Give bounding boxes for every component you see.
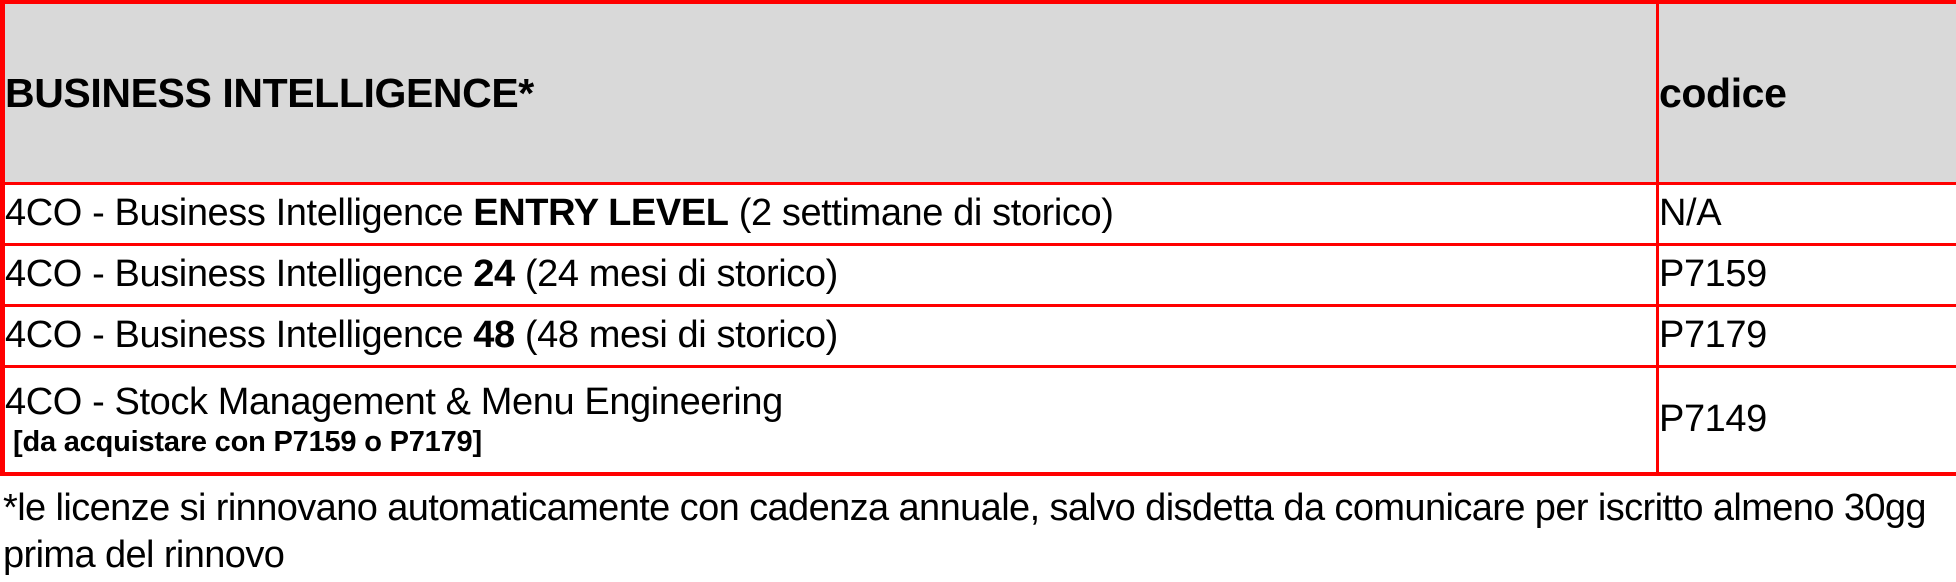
table-row: 4CO - Business Intelligence ENTRY LEVEL …	[0, 182, 1956, 246]
product-sub-note: [da acquistare con P7159 o P7179]	[13, 425, 482, 458]
table-row: 4CO - Business Intelligence 48 (48 mesi …	[0, 304, 1956, 368]
code-cell: P7179	[1656, 304, 1956, 368]
product-cell: 4CO - Business Intelligence 48 (48 mesi …	[0, 304, 1659, 368]
footnote: *le licenze si rinnovano automaticamente…	[0, 485, 1956, 579]
table-row: 4CO - Business Intelligence 24 (24 mesi …	[0, 243, 1956, 307]
code-cell: P7149	[1656, 365, 1956, 476]
pricing-table: BUSINESS INTELLIGENCE* codice 4CO - Busi…	[0, 0, 1956, 476]
product-text-prefix: 4CO - Business Intelligence	[5, 192, 474, 235]
code-cell: P7159	[1656, 243, 1956, 307]
product-text-bold: ENTRY LEVEL	[473, 192, 729, 235]
product-text-prefix: 4CO - Business Intelligence	[5, 314, 474, 357]
table-header-row: BUSINESS INTELLIGENCE* codice	[0, 0, 1956, 185]
footnote-line: prima del rinnovo	[3, 534, 285, 576]
product-text-bold: 48	[473, 314, 515, 357]
footnote-line: *le licenze si rinnovano automaticamente…	[3, 487, 1927, 529]
product-cell: 4CO - Stock Management & Menu Engineerin…	[0, 365, 1659, 476]
table-row: 4CO - Stock Management & Menu Engineerin…	[0, 365, 1956, 476]
table-header-code: codice	[1656, 0, 1956, 185]
product-text-suffix: (48 mesi di storico)	[514, 314, 838, 357]
product-text-suffix: (24 mesi di storico)	[514, 253, 838, 296]
product-text-bold: 24	[473, 253, 515, 296]
product-text-suffix: (2 settimane di storico)	[728, 192, 1114, 235]
code-cell: N/A	[1656, 182, 1956, 246]
product-text-prefix: 4CO - Stock Management & Menu Engineerin…	[5, 380, 784, 423]
product-text-prefix: 4CO - Business Intelligence	[5, 253, 474, 296]
table-header-product: BUSINESS INTELLIGENCE*	[0, 0, 1659, 185]
product-cell: 4CO - Business Intelligence 24 (24 mesi …	[0, 243, 1659, 307]
product-cell: 4CO - Business Intelligence ENTRY LEVEL …	[0, 182, 1659, 246]
